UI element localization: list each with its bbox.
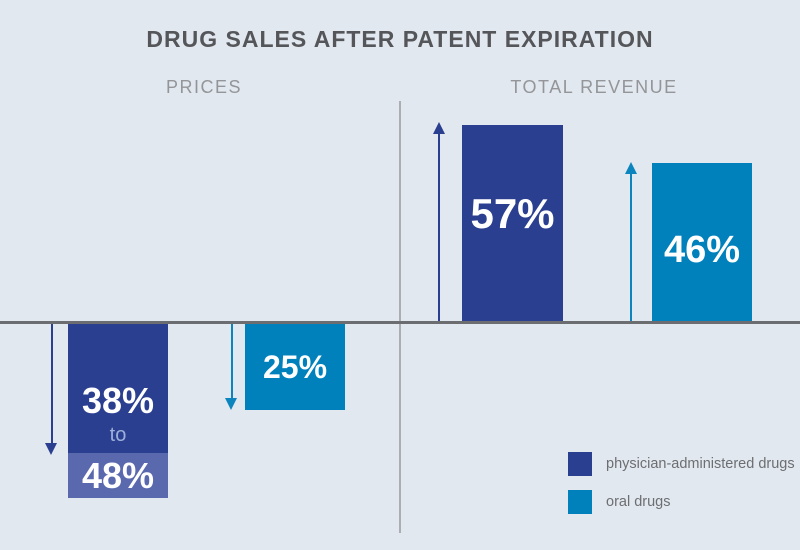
- bar-range-extension: 48%: [68, 453, 168, 498]
- increase-arrow-line-oral: [630, 173, 632, 321]
- arrow-up-icon: [625, 162, 637, 174]
- section-label-prices: PRICES: [165, 77, 243, 97]
- increase-arrow-line-physician: [438, 133, 440, 321]
- bar-range-value-label: 48%: [81, 454, 155, 496]
- legend-item-physician-administered: physician-administered drugs: [568, 452, 795, 476]
- arrow-down-icon: [45, 443, 57, 455]
- bar-prices-physician-administered: 38% to 48%: [68, 324, 168, 498]
- bar-range-connector-label: to: [109, 424, 127, 446]
- legend-label: physician-administered drugs: [606, 456, 795, 472]
- decrease-arrow-line-oral: [231, 324, 233, 399]
- arrow-up-icon: [433, 122, 445, 134]
- bar-value-label: 57%: [470, 190, 555, 237]
- legend-swatch-light-blue: [568, 490, 592, 514]
- bar-revenue-oral: 46%: [652, 163, 752, 321]
- bar-value-label: 25%: [262, 349, 328, 385]
- legend-swatch-dark-blue: [568, 452, 592, 476]
- legend: physician-administered drugs oral drugs: [568, 452, 795, 528]
- panel-divider-line: [399, 101, 401, 533]
- bar-prices-oral: 25%: [245, 324, 345, 410]
- section-label-total-revenue: TOTAL REVENUE: [510, 77, 678, 97]
- bar-value-label: 46%: [663, 229, 741, 271]
- decrease-arrow-line-physician: [51, 324, 53, 444]
- bar-revenue-physician-administered: 57%: [462, 125, 563, 321]
- legend-label: oral drugs: [606, 494, 671, 510]
- legend-item-oral-drugs: oral drugs: [568, 490, 795, 514]
- zero-baseline: [0, 321, 800, 324]
- bar-value-label: 38%: [81, 380, 155, 421]
- arrow-down-icon: [225, 398, 237, 410]
- chart-title: DRUG SALES AFTER PATENT EXPIRATION: [146, 26, 654, 52]
